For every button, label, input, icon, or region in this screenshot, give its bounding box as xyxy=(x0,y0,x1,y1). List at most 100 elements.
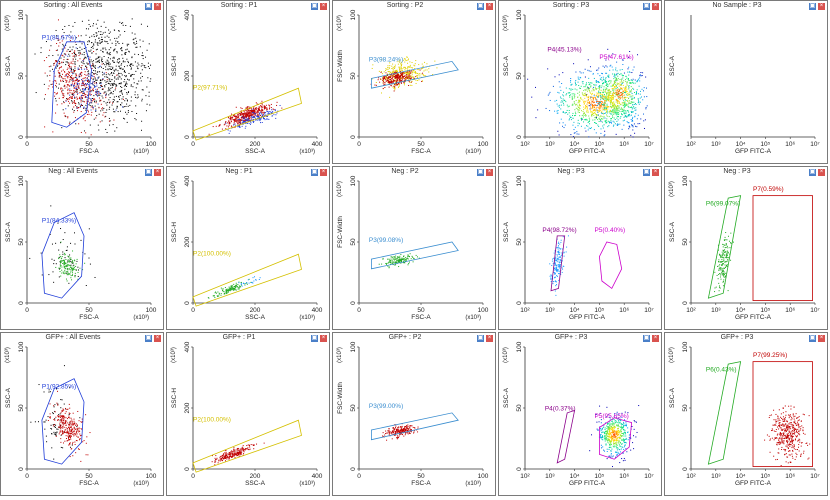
event-dot xyxy=(56,104,58,106)
event-dot xyxy=(136,83,138,85)
maximize-icon[interactable]: ▣ xyxy=(643,3,650,10)
event-dot xyxy=(578,78,580,80)
close-icon[interactable]: × xyxy=(486,3,493,10)
event-dot xyxy=(78,65,80,67)
event-dot xyxy=(554,276,556,278)
event-dot xyxy=(261,100,263,102)
event-dot xyxy=(601,96,603,98)
event-dot xyxy=(606,107,608,109)
event-dot xyxy=(264,119,266,121)
event-dot xyxy=(391,79,393,81)
event-dot xyxy=(407,73,409,75)
close-icon[interactable]: × xyxy=(818,169,825,176)
maximize-icon[interactable]: ▣ xyxy=(145,169,152,176)
event-dot xyxy=(724,249,726,251)
event-dot xyxy=(120,78,122,80)
event-dot xyxy=(608,116,610,118)
event-dot xyxy=(55,35,57,37)
close-icon[interactable]: × xyxy=(818,3,825,10)
event-dot xyxy=(726,239,728,241)
event-dot xyxy=(78,52,80,54)
event-dot xyxy=(558,254,560,256)
event-dot xyxy=(605,82,607,84)
close-icon[interactable]: × xyxy=(652,169,659,176)
close-icon[interactable]: × xyxy=(320,169,327,176)
event-dot xyxy=(418,69,420,71)
maximize-icon[interactable]: ▣ xyxy=(145,3,152,10)
event-dot xyxy=(553,257,555,259)
event-dot xyxy=(586,111,588,113)
event-dot xyxy=(99,94,101,96)
event-dot xyxy=(617,116,619,118)
event-dot xyxy=(580,72,582,74)
event-dot xyxy=(585,94,587,96)
event-dot xyxy=(101,95,103,97)
event-dot xyxy=(632,111,634,113)
y-tick-label: 50 xyxy=(516,72,523,80)
event-dot xyxy=(730,242,732,244)
event-dot xyxy=(75,54,77,56)
maximize-icon[interactable]: ▣ xyxy=(809,169,816,176)
event-dot xyxy=(623,105,625,107)
maximize-icon[interactable]: ▣ xyxy=(809,3,816,10)
event-dot xyxy=(608,83,610,85)
close-icon[interactable]: × xyxy=(154,169,161,176)
close-icon[interactable]: × xyxy=(486,169,493,176)
event-dot xyxy=(616,124,618,126)
event-dot xyxy=(607,99,609,101)
close-icon[interactable]: × xyxy=(154,3,161,10)
maximize-icon[interactable]: ▣ xyxy=(477,3,484,10)
event-dot xyxy=(254,113,256,115)
event-dot xyxy=(585,115,587,117)
event-dot xyxy=(104,80,106,82)
event-dot xyxy=(591,111,593,113)
y-tick-label: 0 xyxy=(184,135,191,139)
event-dot xyxy=(588,120,590,122)
event-dot xyxy=(96,27,98,29)
event-dot xyxy=(615,78,617,80)
event-dot xyxy=(604,100,606,102)
event-dot xyxy=(121,98,123,100)
event-dot xyxy=(62,253,64,255)
event-dot xyxy=(239,126,241,128)
event-dot xyxy=(71,77,73,79)
close-icon[interactable]: × xyxy=(652,3,659,10)
event-dot xyxy=(260,105,262,107)
close-icon[interactable]: × xyxy=(320,3,327,10)
event-dot xyxy=(124,83,126,85)
maximize-icon[interactable]: ▣ xyxy=(477,169,484,176)
event-dot xyxy=(619,78,621,80)
event-dot xyxy=(560,97,562,99)
event-dot xyxy=(589,106,591,108)
maximize-icon[interactable]: ▣ xyxy=(311,3,318,10)
event-dot xyxy=(242,116,244,118)
event-dot xyxy=(722,281,724,283)
event-dot xyxy=(605,122,607,124)
event-dot xyxy=(729,253,731,255)
event-dot xyxy=(591,82,593,84)
y-axis-label: SSC-A xyxy=(5,55,12,76)
event-dot xyxy=(59,62,61,64)
event-dot xyxy=(556,266,558,268)
event-dot xyxy=(625,88,627,90)
event-dot xyxy=(242,118,244,120)
event-dot xyxy=(409,61,411,63)
event-dot xyxy=(225,290,227,292)
event-dot xyxy=(621,78,623,80)
event-dot xyxy=(113,99,115,101)
event-dot xyxy=(124,75,126,77)
maximize-icon[interactable]: ▣ xyxy=(643,169,650,176)
event-dot xyxy=(614,86,616,88)
event-dot xyxy=(380,78,382,80)
event-dot xyxy=(260,122,262,124)
event-dot xyxy=(247,107,249,109)
event-dot xyxy=(63,273,65,275)
event-dot xyxy=(246,282,248,284)
event-dot xyxy=(260,117,262,119)
event-dot xyxy=(248,112,250,114)
close-icon[interactable]: × xyxy=(154,335,161,342)
event-dot xyxy=(82,84,84,86)
event-dot xyxy=(557,268,559,270)
maximize-icon[interactable]: ▣ xyxy=(145,335,152,342)
maximize-icon[interactable]: ▣ xyxy=(311,169,318,176)
